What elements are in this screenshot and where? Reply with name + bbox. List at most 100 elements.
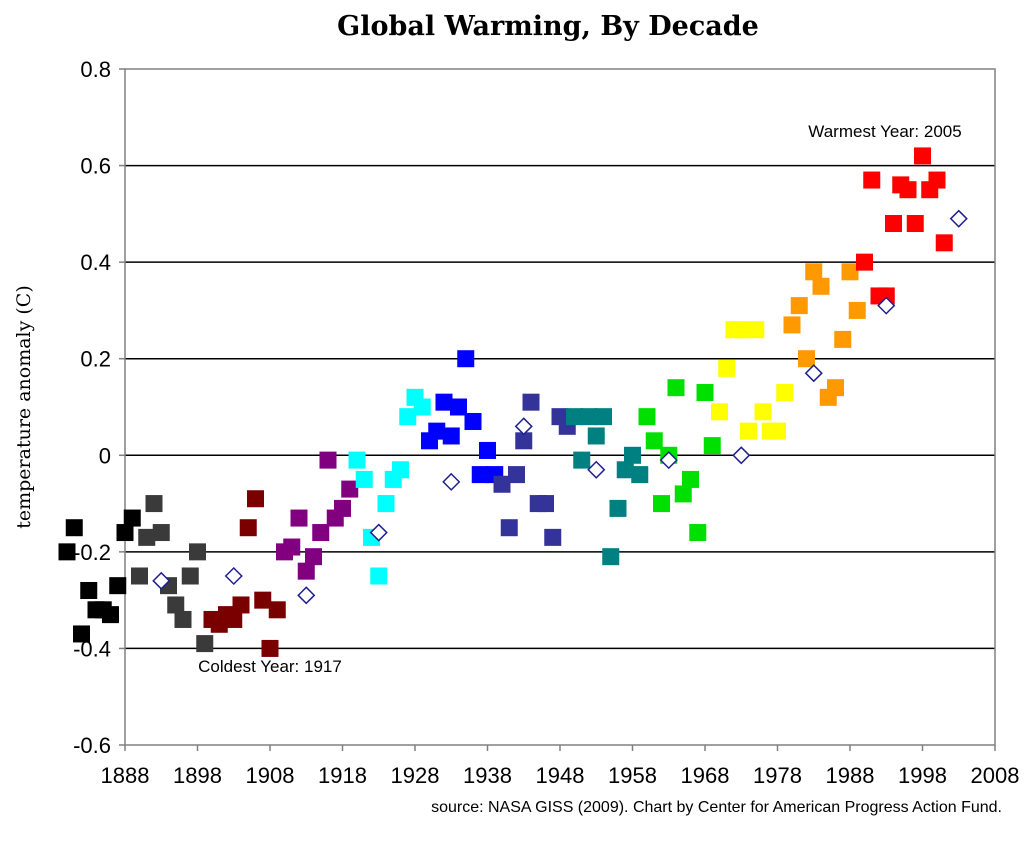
data-point (747, 321, 765, 339)
data-point (312, 524, 330, 542)
decade-mean-marker (659, 451, 678, 470)
annotation-coldest-year: Coldest Year: 1917 (198, 657, 342, 676)
x-tick-label: 1888 (101, 763, 150, 788)
x-tick-label: 1998 (898, 763, 947, 788)
data-point (624, 446, 641, 464)
data-point (696, 384, 714, 402)
data-point (783, 316, 801, 334)
x-tick-label: 1968 (681, 763, 730, 788)
data-point (863, 171, 881, 189)
data-point (413, 398, 431, 416)
data-point (377, 495, 395, 513)
data-point (464, 412, 482, 430)
x-tick-label: 1898 (173, 763, 222, 788)
decade-mean-marker (804, 364, 823, 383)
data-point (493, 475, 511, 493)
data-point (152, 524, 170, 542)
data-point (769, 422, 786, 440)
data-point (631, 466, 649, 484)
data-point (123, 509, 141, 527)
data-point (515, 432, 533, 450)
data-point (334, 499, 351, 517)
data-point (232, 596, 250, 614)
gridlines (125, 164, 995, 650)
data-point (297, 562, 315, 580)
x-tick-label: 2008 (971, 763, 1020, 788)
data-point (674, 485, 692, 503)
data-point (80, 581, 98, 599)
data-point (102, 606, 119, 624)
x-tick-label: 1948 (536, 763, 585, 788)
data-point (131, 567, 148, 585)
data-point (718, 359, 736, 377)
decade-mean-marker (514, 417, 533, 436)
data-point (899, 181, 917, 199)
source-note: source: NASA GISS (2009). Chart by Cente… (431, 799, 1002, 816)
data-point (834, 330, 852, 348)
data-point (500, 519, 518, 537)
y-axis-label: temperature anomaly (C) (13, 285, 35, 529)
data-point (703, 437, 721, 455)
data-point (841, 263, 859, 281)
data-point (58, 543, 76, 561)
data-point (479, 441, 496, 459)
data-point (239, 519, 257, 537)
data-point (566, 408, 583, 426)
y-tick-label: 0.6 (80, 154, 111, 179)
y-tick-label: 0 (99, 443, 111, 468)
data-point (544, 528, 562, 546)
data-point (580, 408, 598, 426)
y-tick-label: 0.8 (80, 57, 111, 82)
x-tick-label: 1918 (318, 763, 367, 788)
data-point (268, 601, 286, 619)
data-point (471, 466, 489, 484)
y-tick-label: -0.6 (73, 733, 111, 758)
data-point (812, 277, 830, 295)
data-point (319, 451, 337, 469)
data-point (689, 524, 707, 542)
data-point (856, 253, 873, 271)
data-point (667, 379, 685, 397)
data-point (754, 403, 772, 421)
data-point (616, 461, 634, 479)
data-point (355, 470, 373, 488)
data-point (428, 422, 446, 440)
data-point (247, 490, 264, 508)
data-point (732, 321, 750, 339)
data-point (653, 495, 670, 513)
data-point (914, 147, 931, 165)
x-tick-label: 1988 (826, 763, 875, 788)
data-point (848, 301, 866, 319)
data-point (305, 548, 322, 566)
data-point (174, 610, 192, 628)
plot-area-border (124, 68, 996, 746)
y-axis-ticks: 0.80.60.40.20-0.2-0.4-0.6 (73, 57, 125, 758)
x-tick-label: 1908 (246, 763, 295, 788)
data-point (399, 408, 417, 426)
data-point (645, 432, 663, 450)
decade-mean-marker (587, 460, 606, 479)
data-point (435, 393, 453, 411)
data-point (370, 567, 388, 585)
data-point (573, 451, 591, 469)
decade-mean-marker (949, 209, 968, 228)
data-point (450, 398, 467, 416)
data-point (225, 610, 243, 628)
x-tick-label: 1978 (753, 763, 802, 788)
x-axis-ticks: 1888 1898 1908 1918 1928 1938 1948 1958 1968 1978… (101, 745, 1020, 788)
data-point (196, 635, 214, 653)
data-point (935, 234, 953, 252)
data-point (145, 495, 163, 513)
data-point (73, 625, 90, 643)
y-tick-label: -0.2 (73, 540, 111, 565)
data-point (595, 408, 612, 426)
chart-title: Global Warming, By Decade (337, 11, 759, 42)
data-point (798, 350, 815, 368)
decade-mean-marker (224, 566, 243, 586)
data-point (776, 384, 794, 402)
annotation-warmest-year: Warmest Year: 2005 (808, 122, 961, 141)
x-tick-label: 1938 (463, 763, 512, 788)
x-tick-label: 1928 (391, 763, 440, 788)
decade-mean-marker (297, 586, 316, 605)
